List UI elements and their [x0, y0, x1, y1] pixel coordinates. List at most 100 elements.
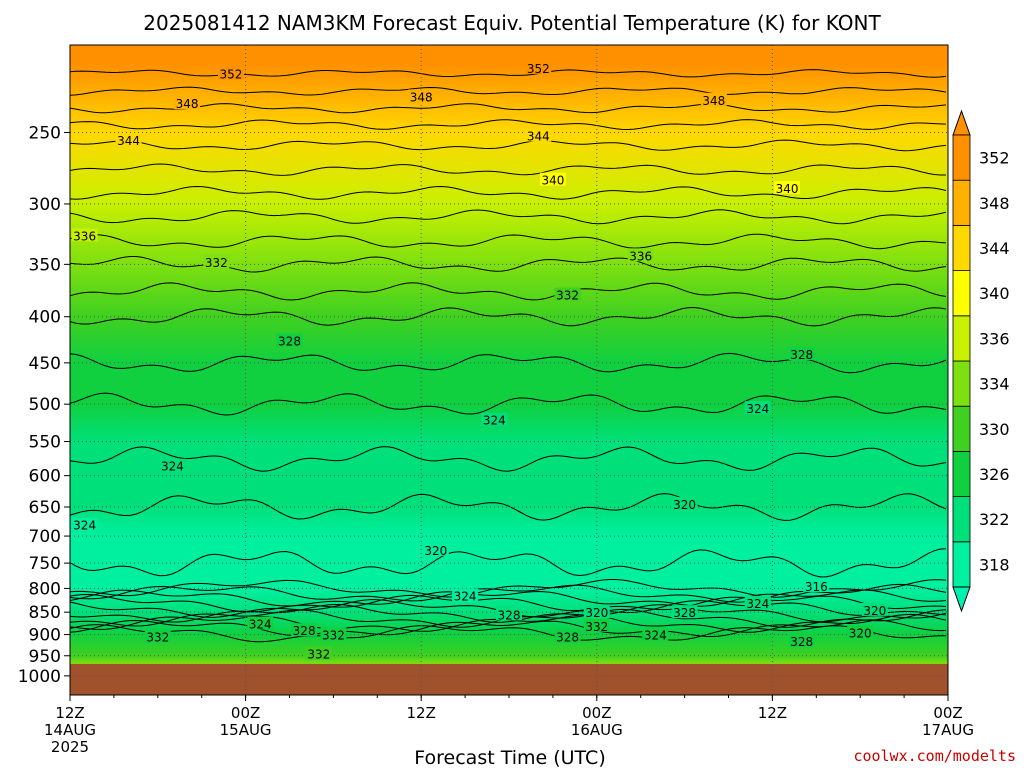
contour-label-bg [174, 96, 201, 110]
contour-label-bg [452, 588, 479, 602]
contour-label-bg [320, 627, 347, 641]
chart-title: 2025081412 NAM3KM Forecast Equiv. Potent… [143, 11, 881, 35]
colorbar-label: 330 [979, 420, 1010, 439]
contour-label: 324 [73, 519, 96, 533]
contour-label: 324 [249, 618, 272, 632]
contour-line [69, 282, 947, 301]
x-tick-label: 12Z [55, 704, 84, 722]
colorbar-label: 322 [979, 510, 1010, 529]
y-tick-label: 450 [29, 354, 61, 374]
colorbar-label: 334 [979, 375, 1010, 394]
y-tick-label: 800 [29, 579, 61, 599]
contour-label-bg [744, 595, 771, 609]
x-axis-label: Forecast Time (UTC) [414, 747, 605, 768]
contour-label-bg [539, 172, 566, 186]
contour-label-bg [744, 401, 771, 415]
x-tick-label: 12Z [758, 704, 787, 722]
y-tick-label: 900 [29, 626, 61, 646]
x-tick-label: 00Z [582, 704, 611, 722]
colorbar-label: 348 [979, 194, 1010, 213]
contour-label-bg [847, 625, 874, 639]
colorbar-segment [952, 134, 971, 181]
contour-label: 324 [161, 460, 184, 474]
y-tick-label: 400 [29, 308, 61, 328]
contour-label-bg [247, 616, 274, 630]
contour-label: 328 [498, 608, 521, 622]
contour-label-bg [71, 517, 98, 531]
contour-label-bg [305, 646, 332, 660]
y-tick-label: 750 [29, 554, 61, 574]
contour-label-bg [115, 133, 142, 147]
contour-label: 332 [322, 629, 345, 643]
y-tick-label: 600 [29, 467, 61, 487]
contour-label: 332 [205, 256, 228, 270]
contour-label-bg [671, 496, 698, 510]
y-axis: 250 300 350 400 450 500 550 600 650 700 750 800 850 9… [18, 123, 70, 687]
contour-line [69, 619, 947, 638]
contour-label: 348 [702, 94, 725, 108]
contour-label: 332 [146, 631, 169, 645]
x-tick-label: 16AUG [571, 721, 623, 739]
x-tick-label: 12Z [407, 704, 436, 722]
contour-label-bg [408, 89, 435, 103]
colorbar-label: 326 [979, 465, 1010, 484]
y-tick-label: 850 [29, 603, 61, 623]
contour-label: 324 [746, 402, 769, 416]
contour-label: 320 [673, 498, 696, 512]
contour-label-bg [671, 605, 698, 619]
contour-line [69, 163, 946, 176]
y-tick-label: 950 [29, 647, 61, 667]
contour-label: 352 [220, 67, 243, 81]
y-tick-label: 300 [29, 195, 61, 215]
contour-line [69, 103, 947, 114]
colorbar-top-arrow [952, 109, 971, 136]
contour-line [69, 139, 947, 152]
contour-label: 324 [483, 414, 506, 428]
colorbar-segment [952, 224, 971, 271]
contour-label: 340 [541, 174, 564, 188]
contour-label-bg [71, 228, 98, 242]
contour-label: 336 [73, 229, 96, 243]
contour-label: 328 [790, 635, 813, 649]
contour-label-bg [496, 607, 522, 621]
contour-label: 352 [527, 62, 550, 76]
colorbar-label: 340 [979, 284, 1010, 303]
contour-label: 328 [673, 606, 696, 620]
contour-label-bg [144, 629, 171, 643]
contour-label-bg [583, 618, 610, 632]
y-tick-label: 500 [29, 395, 61, 415]
ground-layer [70, 663, 948, 695]
contour-line [69, 233, 947, 250]
contour-label: 324 [644, 629, 667, 643]
contour-label-bg [700, 92, 727, 106]
colorbar-label: 336 [979, 329, 1010, 348]
y-tick-label: 1000 [18, 667, 61, 687]
colorbar-segment [952, 179, 971, 226]
x-tick-label: 15AUG [220, 721, 272, 739]
colorbar-segment [952, 541, 971, 588]
contour-line [69, 446, 947, 472]
contour-label: 316 [805, 580, 828, 594]
contour-label-bg [583, 605, 610, 619]
contour-label: 344 [527, 130, 550, 144]
contour-line [69, 86, 947, 96]
contour-label-bg [203, 255, 230, 269]
contour-line [69, 579, 947, 598]
contour-label: 324 [746, 597, 769, 611]
contour-label: 328 [278, 334, 301, 348]
contour-line [69, 493, 947, 521]
contour-label: 320 [849, 626, 872, 640]
contour-label: 348 [176, 97, 199, 111]
contour-label-bg [803, 578, 830, 592]
contour-line [69, 209, 947, 225]
contour-label-bg [774, 180, 801, 194]
contour-label: 320 [585, 606, 608, 620]
contour-label: 328 [293, 624, 316, 638]
y-tick-label: 350 [29, 255, 61, 275]
contour-label: 336 [629, 249, 652, 263]
contour-label: 328 [790, 348, 813, 362]
contour-label-bg [217, 66, 244, 80]
